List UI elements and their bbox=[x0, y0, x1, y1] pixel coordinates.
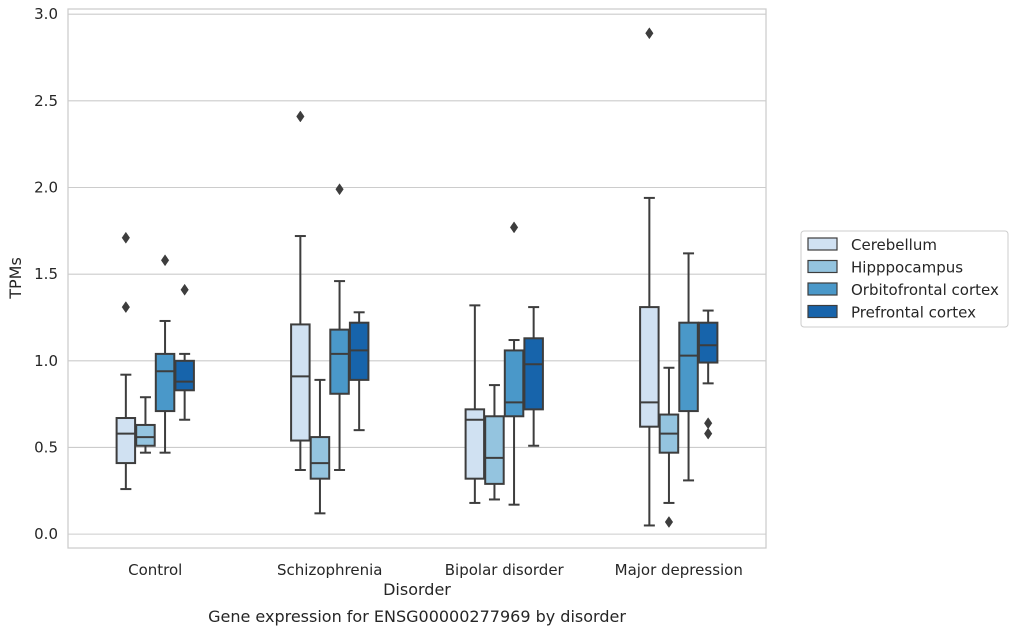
y-tick-label: 1.5 bbox=[34, 265, 58, 283]
y-tick-label: 0.0 bbox=[34, 525, 58, 543]
legend-swatch bbox=[807, 282, 838, 296]
box-hipppocampus bbox=[658, 366, 680, 528]
y-axis-ticks: 0.0 0.5 1.0 1.5 2.0 2.5 3.0 bbox=[34, 5, 58, 543]
legend-swatch bbox=[807, 237, 838, 251]
box-iqr bbox=[639, 306, 660, 428]
box-prefrontal-cortex bbox=[523, 306, 544, 447]
outlier-point bbox=[121, 301, 130, 314]
legend-swatch bbox=[807, 304, 838, 319]
box-orbitofrontal-cortex bbox=[503, 221, 525, 506]
outlier-point bbox=[296, 110, 305, 123]
outlier-point bbox=[645, 27, 654, 40]
box-iqr bbox=[290, 323, 311, 442]
grid-lines bbox=[68, 13, 766, 535]
box-iqr bbox=[174, 359, 195, 392]
chart-caption: Gene expression for ENSG00000277969 by d… bbox=[208, 607, 626, 626]
box-prefrontal-cortex bbox=[348, 311, 370, 432]
outlier-point bbox=[180, 283, 189, 296]
x-axis-ticks: Control Schizophrenia Bipolar disorder Majo… bbox=[128, 561, 743, 579]
outlier-point bbox=[704, 427, 713, 440]
outlier-point bbox=[160, 254, 170, 267]
box-iqr bbox=[503, 349, 525, 418]
x-tick-label: Bipolar disorder bbox=[445, 561, 565, 579]
y-tick-label: 0.5 bbox=[34, 438, 58, 456]
legend-label: Hipppocampus bbox=[851, 259, 963, 277]
x-axis-label: Disorder bbox=[383, 580, 451, 599]
box-hipppocampus bbox=[309, 378, 331, 515]
box-iqr bbox=[678, 321, 699, 413]
legend-label: Prefrontal cortex bbox=[851, 304, 976, 322]
outlier-point bbox=[121, 231, 130, 244]
legend: Cerebellum Hipppocampus Orbitofrontal cort… bbox=[800, 230, 1009, 328]
box-iqr bbox=[115, 417, 137, 465]
x-tick-label: Schizophrenia bbox=[277, 561, 382, 579]
x-tick-label: Major depression bbox=[615, 561, 743, 579]
box-orbitofrontal-cortex bbox=[678, 252, 699, 482]
box-iqr bbox=[464, 408, 486, 480]
x-tick-label: Control bbox=[128, 561, 182, 579]
legend-swatch bbox=[807, 259, 838, 274]
box-iqr bbox=[329, 328, 350, 395]
box-plot-area bbox=[115, 27, 719, 528]
box-prefrontal-cortex bbox=[697, 309, 719, 440]
legend-label: Orbitofrontal cortex bbox=[851, 281, 999, 299]
box-iqr bbox=[309, 436, 331, 480]
y-tick-label: 1.0 bbox=[34, 352, 58, 370]
box-iqr bbox=[484, 415, 505, 485]
box-cerebellum bbox=[639, 27, 660, 527]
box-cerebellum bbox=[115, 231, 137, 491]
y-axis-label: TPMs bbox=[6, 257, 25, 300]
outlier-point bbox=[704, 417, 713, 430]
plot-frame bbox=[67, 8, 767, 549]
box-iqr bbox=[697, 321, 719, 364]
box-iqr bbox=[523, 337, 544, 411]
box-hipppocampus bbox=[135, 396, 156, 454]
legend-label: Cerebellum bbox=[851, 236, 937, 254]
y-tick-label: 2.5 bbox=[34, 92, 58, 110]
box-cerebellum bbox=[464, 304, 486, 504]
box-iqr bbox=[135, 423, 156, 447]
y-tick-label: 3.0 bbox=[34, 5, 58, 23]
outlier-point bbox=[335, 183, 344, 196]
box-cerebellum bbox=[290, 110, 311, 472]
box-iqr bbox=[154, 352, 176, 413]
legend-frame bbox=[800, 230, 1009, 328]
outlier-point bbox=[664, 516, 674, 528]
box-orbitofrontal-cortex bbox=[154, 254, 176, 454]
box-hipppocampus bbox=[484, 384, 505, 501]
box-orbitofrontal-cortex bbox=[329, 183, 350, 472]
outlier-point bbox=[509, 221, 519, 234]
box-prefrontal-cortex bbox=[174, 283, 195, 421]
y-tick-label: 2.0 bbox=[34, 179, 58, 197]
